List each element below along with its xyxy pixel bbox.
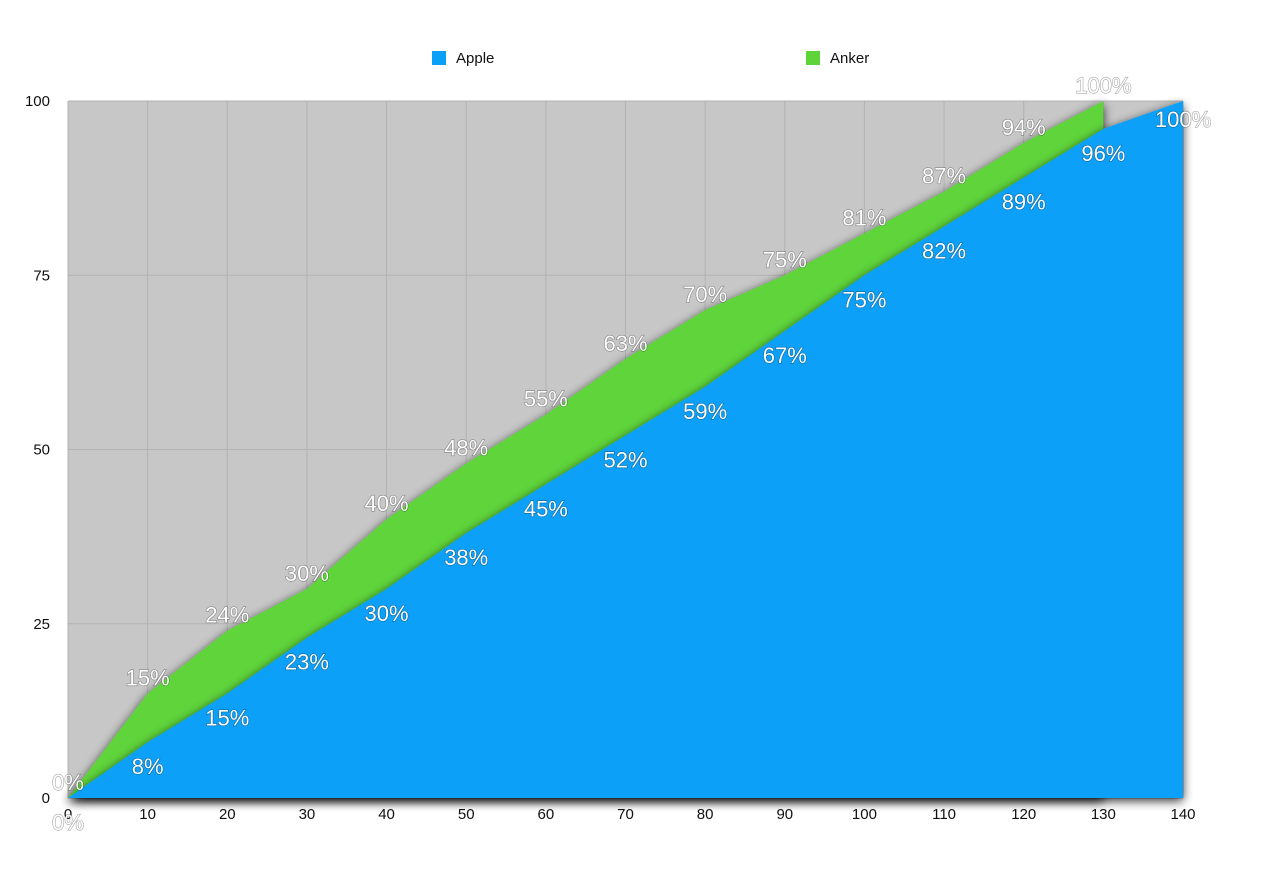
data-label-apple: 0% — [52, 810, 84, 835]
data-label-anker: 0% — [52, 770, 84, 795]
y-tick-label: 50 — [33, 442, 50, 459]
data-label-apple: 15% — [205, 705, 249, 730]
data-label-anker: 30% — [285, 561, 329, 586]
data-label-apple: 8% — [132, 754, 164, 779]
data-label-apple: 45% — [524, 496, 568, 521]
x-tick-label: 40 — [378, 806, 395, 823]
data-label-apple: 89% — [1002, 190, 1046, 215]
x-tick-label: 70 — [617, 806, 634, 823]
data-label-anker: 63% — [603, 331, 647, 356]
data-label-apple: 82% — [922, 238, 966, 263]
data-label-apple: 52% — [603, 448, 647, 473]
data-label-anker: 48% — [444, 435, 488, 460]
legend-label-anker: Anker — [830, 49, 870, 67]
x-tick-label: 20 — [219, 806, 236, 823]
data-label-apple: 23% — [285, 650, 329, 675]
legend-label-apple: Apple — [456, 49, 495, 67]
x-tick-label: 140 — [1170, 806, 1195, 823]
data-label-anker: 94% — [1002, 115, 1046, 140]
legend-item-anker: Anker — [806, 48, 869, 68]
data-label-apple: 100% — [1155, 107, 1211, 132]
legend-swatch-apple — [432, 51, 446, 65]
y-tick-label: 75 — [33, 267, 50, 284]
x-tick-label: 30 — [299, 806, 316, 823]
y-tick-label: 100 — [25, 93, 50, 110]
x-tick-label: 50 — [458, 806, 475, 823]
x-tick-label: 120 — [1011, 806, 1036, 823]
y-tick-label: 25 — [33, 616, 50, 633]
data-label-anker: 24% — [205, 603, 249, 628]
data-label-apple: 75% — [842, 287, 886, 312]
x-axis-ticks: 0 10 20 30 40 50 60 70 80 90 100 110 120 130 140 — [64, 806, 1196, 823]
x-tick-label: 100 — [852, 806, 877, 823]
data-label-anker: 87% — [922, 164, 966, 189]
data-label-apple: 67% — [763, 343, 807, 368]
data-label-anker: 70% — [683, 282, 727, 307]
data-label-anker: 100% — [1075, 73, 1131, 98]
data-label-anker: 75% — [763, 247, 807, 272]
data-label-anker: 15% — [126, 665, 170, 690]
x-tick-label: 60 — [538, 806, 555, 823]
data-label-apple: 38% — [444, 545, 488, 570]
y-tick-label: 0 — [42, 790, 50, 807]
x-tick-label: 90 — [776, 806, 793, 823]
data-labels: 0% 15% 24% 30% 40% 48% 55% 63% 70% 75% 81% 87% 94% 10… — [52, 72, 1212, 835]
x-tick-label: 0 — [64, 806, 72, 823]
series-areas — [68, 101, 1183, 798]
x-tick-label: 130 — [1091, 806, 1116, 823]
data-label-anker: 81% — [842, 205, 886, 230]
x-tick-label: 10 — [139, 806, 156, 823]
data-label-apple: 96% — [1081, 141, 1125, 166]
x-tick-label: 110 — [932, 806, 956, 823]
legend-swatch-anker — [806, 51, 820, 65]
data-label-apple: 30% — [365, 601, 409, 626]
area-apple — [68, 101, 1183, 798]
data-label-anker: 55% — [524, 387, 568, 412]
legend-item-apple: Apple — [432, 48, 494, 68]
data-label-anker: 40% — [365, 491, 409, 516]
y-axis-ticks: 0 25 50 75 100 — [25, 93, 50, 807]
data-label-apple: 59% — [683, 399, 727, 424]
x-tick-label: 80 — [697, 806, 714, 823]
